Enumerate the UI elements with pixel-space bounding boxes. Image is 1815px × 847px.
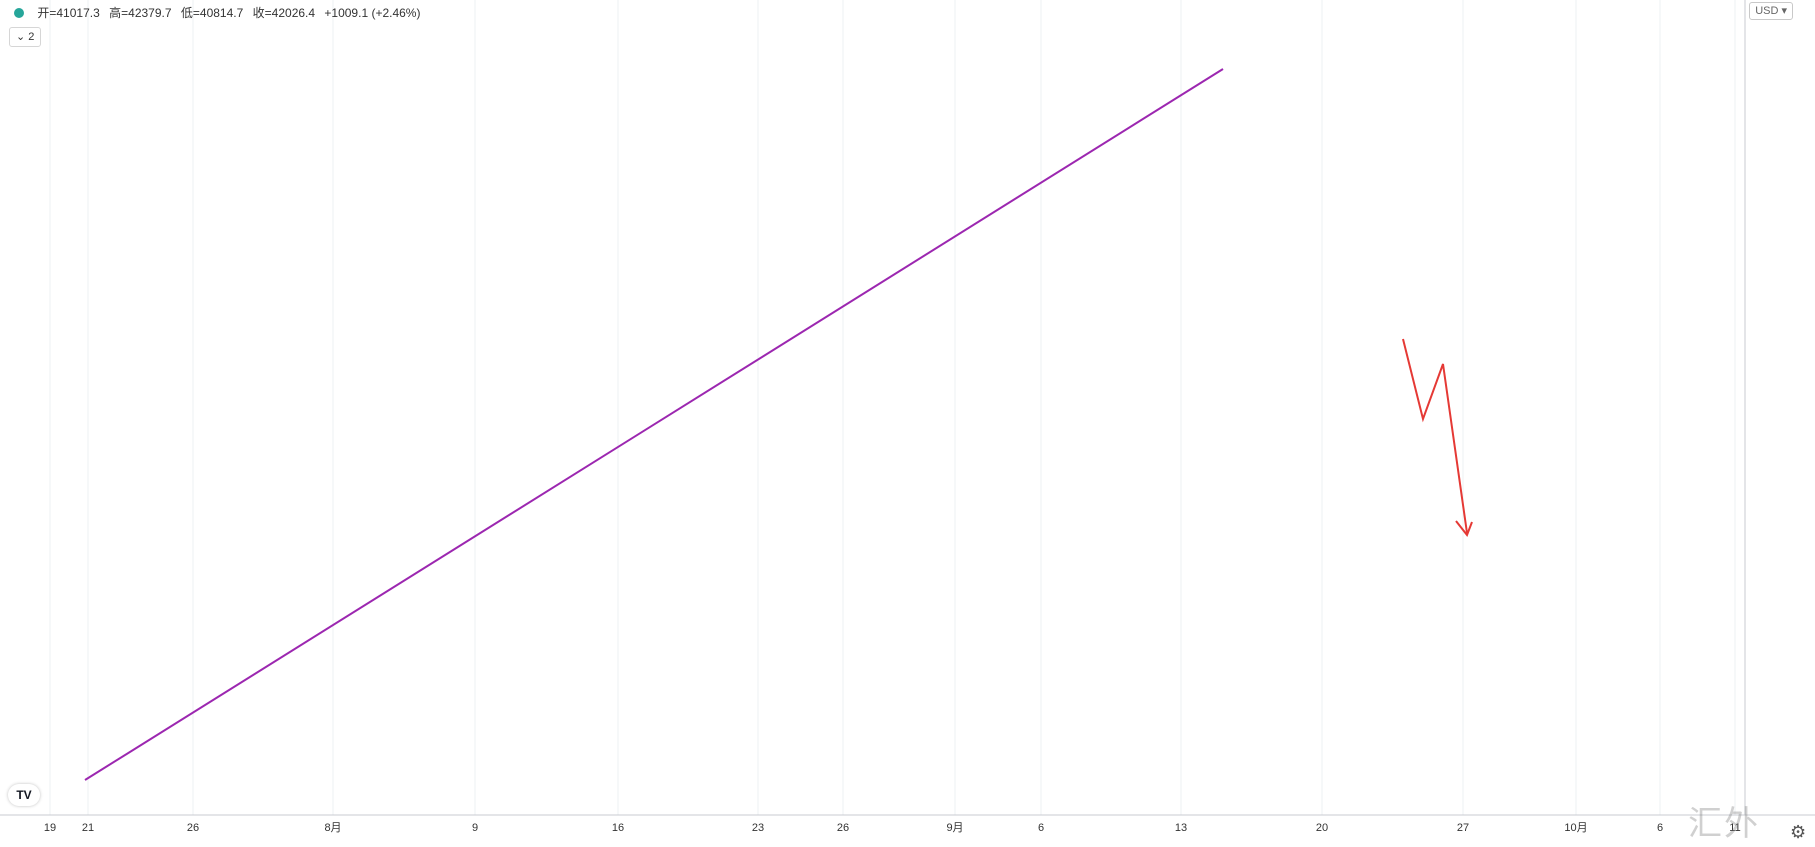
tradingview-logo-icon: TV: [8, 784, 40, 806]
open-value: 41017.3: [56, 6, 100, 20]
change-value: +1009.1 (+2.46%): [324, 6, 421, 20]
x-tick-label: 21: [82, 822, 94, 834]
x-tick-label: 8月: [324, 822, 341, 834]
x-tick-label: 27: [1457, 822, 1469, 834]
x-tick-label: 16: [612, 822, 624, 834]
status-dot-icon: [14, 8, 24, 18]
projection-arrow[interactable]: [1402, 338, 1468, 534]
watermark: 汇外: [1688, 796, 1760, 845]
x-tick-label: 9: [472, 822, 478, 834]
x-tick-label: 6: [1038, 822, 1044, 834]
x-tick-label: 19: [44, 822, 56, 834]
x-tick-label: 23: [752, 822, 764, 834]
trendline[interactable]: [84, 68, 1224, 781]
indicator-count: 2: [28, 31, 35, 43]
arrow-head-icon: [1455, 520, 1473, 538]
x-tick-label: 26: [187, 822, 199, 834]
x-tick-label: 20: [1316, 822, 1328, 834]
currency-label: USD: [1755, 5, 1779, 17]
x-tick-label: 26: [837, 822, 849, 834]
high-value: 42379.7: [128, 6, 172, 20]
x-tick-label: 6: [1657, 822, 1663, 834]
low-value: 40814.7: [199, 6, 244, 20]
close-value: 42026.4: [271, 6, 316, 20]
watermark-text: 汇外: [1688, 804, 1760, 844]
settings-gear-icon[interactable]: ⚙: [1790, 822, 1807, 842]
ohlc-legend: 开=41017.3 高=42379.7 低=40814.7 收=42026.4 …: [14, 4, 420, 21]
logo-text: TV: [16, 788, 32, 802]
x-tick-label: 9月: [946, 822, 963, 834]
low-label: 低: [180, 6, 193, 20]
high-label: 高: [109, 6, 122, 20]
x-tick-label: 10月: [1564, 822, 1587, 834]
x-tick-label: 13: [1175, 822, 1187, 834]
x-tick-label: 11: [1729, 822, 1740, 834]
close-label: 收: [252, 6, 265, 20]
open-label: 开: [37, 6, 50, 20]
currency-dropdown[interactable]: USD ▾: [1749, 2, 1793, 20]
collapse-indicators-button[interactable]: ⌄ 2: [9, 27, 42, 47]
